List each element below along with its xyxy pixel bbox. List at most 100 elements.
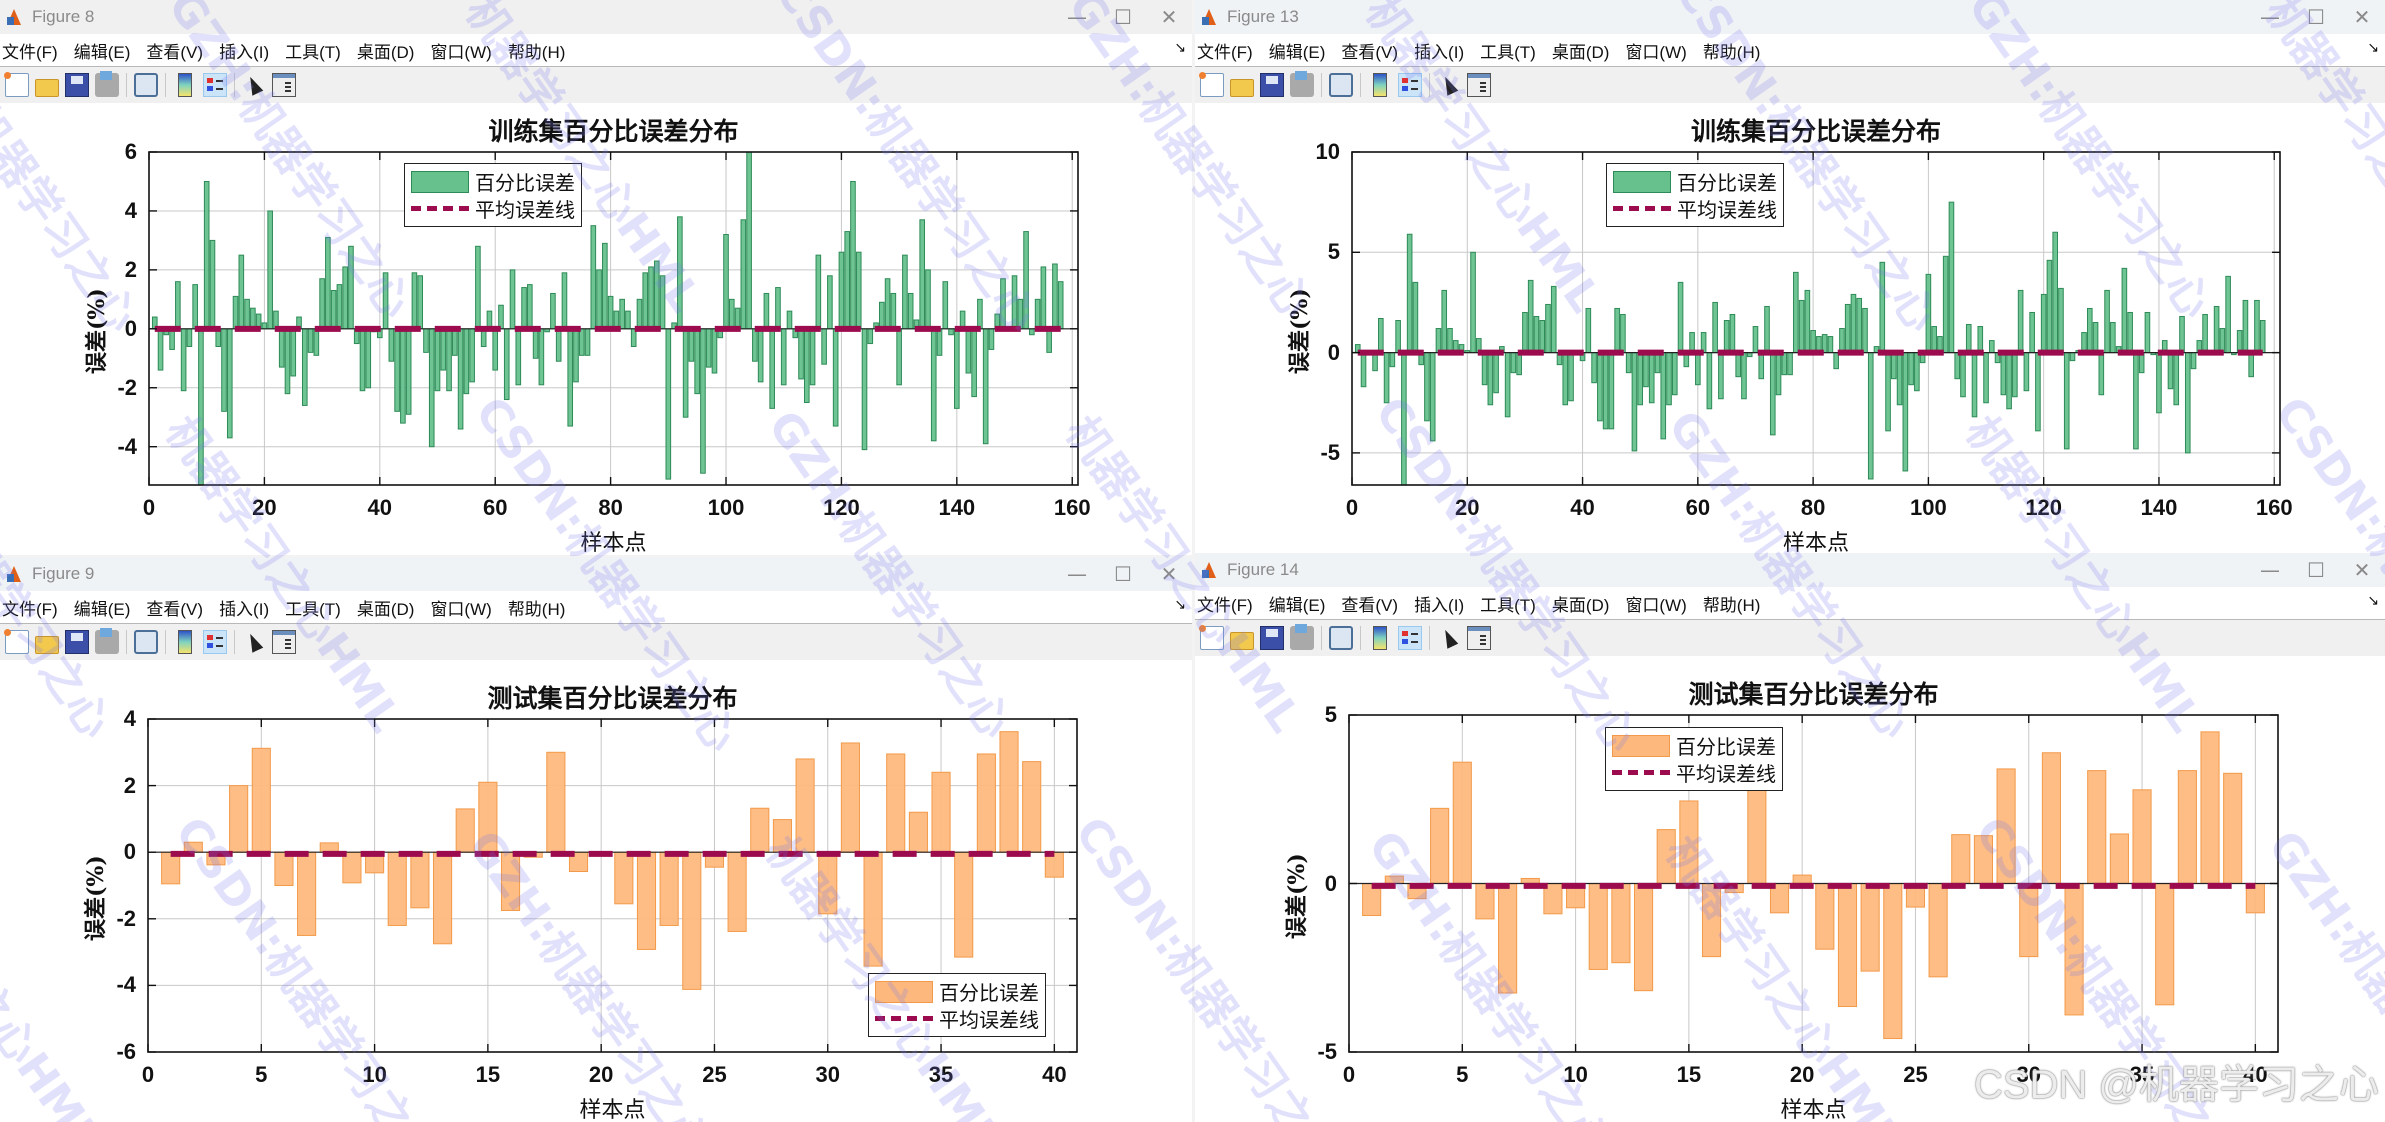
error-bar xyxy=(455,808,475,853)
open-file-icon[interactable] xyxy=(1230,79,1254,97)
new-figure-icon[interactable] xyxy=(4,72,29,97)
close-button[interactable]: ✕ xyxy=(1160,562,1178,586)
menu-item-6[interactable]: 窗口(W) xyxy=(1625,42,1687,62)
minimize-button[interactable]: — xyxy=(2260,5,2280,29)
menu-item-2[interactable]: 查看(V) xyxy=(146,599,204,619)
link-plot-icon[interactable] xyxy=(1329,626,1353,650)
colorbar-icon[interactable] xyxy=(178,73,192,97)
maximize-button[interactable]: ☐ xyxy=(1114,562,1132,586)
menu-item-1[interactable]: 编辑(E) xyxy=(73,599,131,619)
pointer-icon[interactable] xyxy=(1439,74,1459,96)
menu-item-2[interactable]: 查看(V) xyxy=(1341,42,1399,62)
menu-item-2[interactable]: 查看(V) xyxy=(1341,595,1399,615)
dock-arrow-icon[interactable]: ↘ xyxy=(1174,597,1186,613)
title-bar[interactable]: Figure 13 — ☐ ✕ xyxy=(1195,0,2385,34)
maximize-button[interactable]: ☐ xyxy=(1114,5,1132,29)
close-button[interactable]: ✕ xyxy=(2353,5,2371,29)
dock-arrow-icon[interactable]: ↘ xyxy=(2367,593,2379,609)
menu-item-4[interactable]: 工具(T) xyxy=(285,42,341,62)
maximize-button[interactable]: ☐ xyxy=(2307,5,2325,29)
menu-item-4[interactable]: 工具(T) xyxy=(285,599,341,619)
pointer-icon[interactable] xyxy=(244,631,264,653)
y-tick-label: 2 xyxy=(124,256,137,282)
menu-item-7[interactable]: 帮助(H) xyxy=(507,599,566,619)
legend-icon[interactable] xyxy=(1398,626,1422,650)
title-bar[interactable]: Figure 8 — ☐ ✕ xyxy=(0,0,1192,34)
menu-item-1[interactable]: 编辑(E) xyxy=(1268,595,1326,615)
maximize-button[interactable]: ☐ xyxy=(2307,558,2325,582)
menu-item-7[interactable]: 帮助(H) xyxy=(1702,42,1761,62)
property-inspector-icon[interactable] xyxy=(1467,626,1491,650)
chart-legend[interactable]: 百分比误差 平均误差线 xyxy=(868,973,1046,1037)
chart-legend[interactable]: 百分比误差 平均误差线 xyxy=(1606,163,1784,227)
menu-item-3[interactable]: 插入(I) xyxy=(219,42,270,62)
colorbar-icon[interactable] xyxy=(1373,626,1387,650)
menu-item-6[interactable]: 窗口(W) xyxy=(430,42,492,62)
menu-item-0[interactable]: 文件(F) xyxy=(1197,595,1253,615)
new-figure-icon[interactable] xyxy=(1199,625,1224,650)
save-icon[interactable] xyxy=(65,630,89,654)
title-bar[interactable]: Figure 9 — ☐ ✕ xyxy=(0,557,1192,591)
menu-item-2[interactable]: 查看(V) xyxy=(146,42,204,62)
print-icon[interactable] xyxy=(1290,71,1314,97)
chart-legend[interactable]: 百分比误差 平均误差线 xyxy=(404,163,582,227)
open-file-icon[interactable] xyxy=(1230,632,1254,650)
legend-icon[interactable] xyxy=(203,630,227,654)
minimize-button[interactable]: — xyxy=(1067,5,1087,29)
menu-item-6[interactable]: 窗口(W) xyxy=(1625,595,1687,615)
x-tick-label: 20 xyxy=(1789,1062,1815,1087)
legend-icon[interactable] xyxy=(1398,73,1422,97)
menu-item-6[interactable]: 窗口(W) xyxy=(430,599,492,619)
menu-item-4[interactable]: 工具(T) xyxy=(1480,42,1536,62)
print-icon[interactable] xyxy=(95,628,119,654)
dock-arrow-icon[interactable]: ↘ xyxy=(2367,40,2379,56)
new-figure-icon[interactable] xyxy=(1199,72,1224,97)
menu-item-7[interactable]: 帮助(H) xyxy=(507,42,566,62)
menu-item-3[interactable]: 插入(I) xyxy=(1414,42,1465,62)
menu-item-0[interactable]: 文件(F) xyxy=(1197,42,1253,62)
property-inspector-icon[interactable] xyxy=(1467,73,1491,97)
save-icon[interactable] xyxy=(65,73,89,97)
dock-arrow-icon[interactable]: ↘ xyxy=(1174,40,1186,56)
menu-item-5[interactable]: 桌面(D) xyxy=(1551,595,1610,615)
error-bar xyxy=(198,328,204,486)
open-file-icon[interactable] xyxy=(35,636,59,654)
menu-item-0[interactable]: 文件(F) xyxy=(2,599,58,619)
title-bar[interactable]: Figure 14 — ☐ ✕ xyxy=(1195,553,2385,587)
chart-legend[interactable]: 百分比误差 平均误差线 xyxy=(1605,727,1783,791)
save-icon[interactable] xyxy=(1260,73,1284,97)
new-figure-icon[interactable] xyxy=(4,629,29,654)
menu-item-5[interactable]: 桌面(D) xyxy=(356,42,415,62)
error-bar xyxy=(1643,352,1649,388)
open-file-icon[interactable] xyxy=(35,79,59,97)
minimize-button[interactable]: — xyxy=(2260,558,2280,582)
legend-icon[interactable] xyxy=(203,73,227,97)
close-button[interactable]: ✕ xyxy=(1160,5,1178,29)
error-bar xyxy=(446,328,452,392)
property-inspector-icon[interactable] xyxy=(272,73,296,97)
menu-item-5[interactable]: 桌面(D) xyxy=(1551,42,1610,62)
menu-item-1[interactable]: 编辑(E) xyxy=(73,42,131,62)
print-icon[interactable] xyxy=(95,71,119,97)
link-plot-icon[interactable] xyxy=(134,630,158,654)
colorbar-icon[interactable] xyxy=(1373,73,1387,97)
link-plot-icon[interactable] xyxy=(134,73,158,97)
colorbar-icon[interactable] xyxy=(178,630,192,654)
minimize-button[interactable]: — xyxy=(1067,562,1087,586)
menu-item-4[interactable]: 工具(T) xyxy=(1480,595,1536,615)
error-bar xyxy=(157,328,164,371)
menu-item-5[interactable]: 桌面(D) xyxy=(356,599,415,619)
menu-item-7[interactable]: 帮助(H) xyxy=(1702,595,1761,615)
menu-item-1[interactable]: 编辑(E) xyxy=(1268,42,1326,62)
link-plot-icon[interactable] xyxy=(1329,73,1353,97)
print-icon[interactable] xyxy=(1290,624,1314,650)
pointer-icon[interactable] xyxy=(1439,627,1459,649)
menu-item-0[interactable]: 文件(F) xyxy=(2,42,58,62)
property-inspector-icon[interactable] xyxy=(272,630,296,654)
save-icon[interactable] xyxy=(1260,626,1284,650)
pointer-icon[interactable] xyxy=(244,74,264,96)
error-bar xyxy=(278,328,285,368)
menu-item-3[interactable]: 插入(I) xyxy=(1414,595,1465,615)
close-button[interactable]: ✕ xyxy=(2353,558,2371,582)
menu-item-3[interactable]: 插入(I) xyxy=(219,599,270,619)
